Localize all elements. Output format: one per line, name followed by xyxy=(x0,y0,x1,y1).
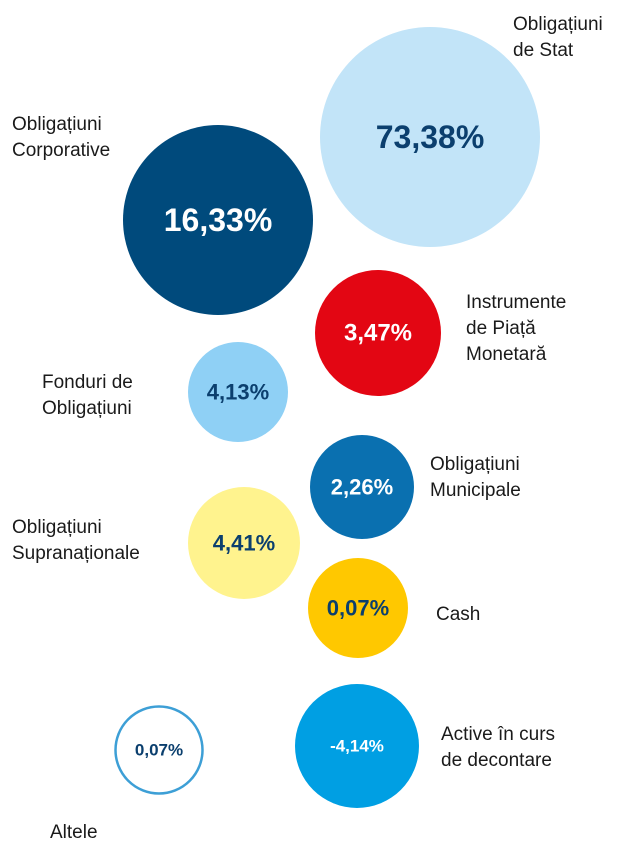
bubble xyxy=(114,705,204,795)
bubble xyxy=(308,558,408,658)
value-label: 3,47% xyxy=(344,320,412,347)
category-label: Monetară xyxy=(466,344,547,365)
category-label: Obligațiuni xyxy=(513,14,603,35)
value-label: 4,13% xyxy=(207,380,269,405)
category-label: de decontare xyxy=(441,750,552,771)
bubble xyxy=(188,342,288,442)
category-label: Instrumente xyxy=(466,292,566,313)
value-label: 0,07% xyxy=(135,741,183,760)
value-label: 0,07% xyxy=(327,596,389,621)
value-label: 73,38% xyxy=(376,119,485,155)
category-label: Cash xyxy=(436,604,480,625)
value-label: 2,26% xyxy=(331,475,393,500)
category-label: Altele xyxy=(50,822,98,841)
bubble xyxy=(188,487,300,599)
bubble xyxy=(295,684,419,808)
category-label: Supranaționale xyxy=(12,543,140,564)
category-label: Active în curs xyxy=(441,724,555,745)
category-label: de Stat xyxy=(513,40,574,61)
category-label: Obligațiuni xyxy=(430,454,520,475)
bubble xyxy=(315,270,441,396)
bubble xyxy=(320,27,540,247)
value-label: 16,33% xyxy=(164,202,273,238)
bubble xyxy=(310,435,414,539)
category-label: Fonduri de xyxy=(42,372,133,393)
value-label: -4,14% xyxy=(330,737,384,756)
category-label: Corporative xyxy=(12,140,110,161)
value-label: 4,41% xyxy=(213,531,275,556)
category-label: Municipale xyxy=(430,480,521,501)
bubble xyxy=(123,125,313,315)
category-label: de Piață xyxy=(466,318,536,339)
category-label: Obligațiuni xyxy=(12,114,102,135)
category-label: Obligațiuni xyxy=(12,517,102,538)
category-label: Obligațiuni xyxy=(42,398,132,419)
